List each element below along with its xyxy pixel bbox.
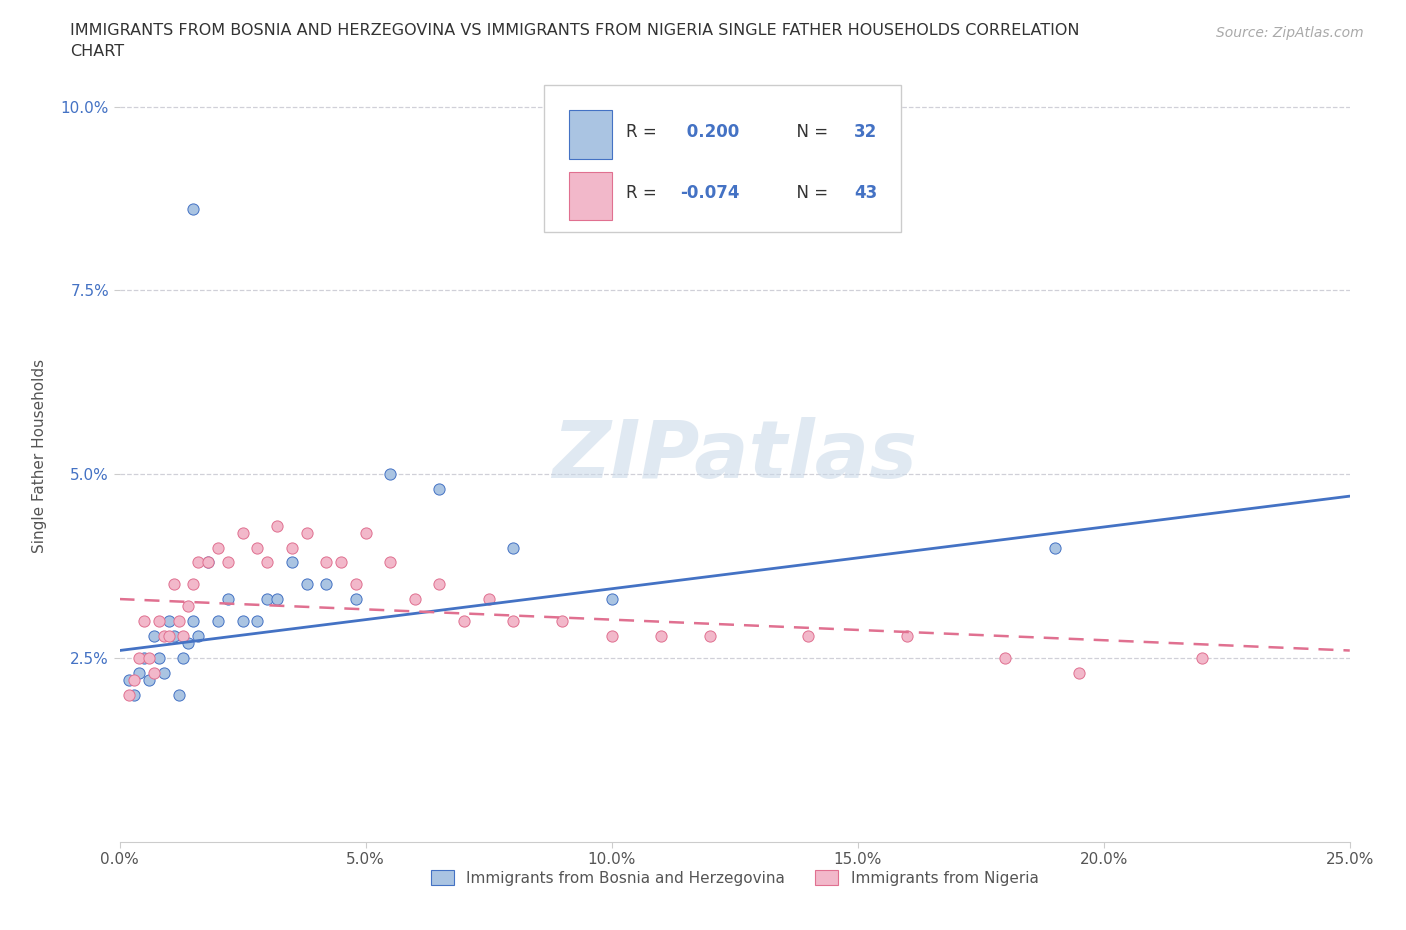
Point xyxy=(124,687,146,702)
Text: N =: N = xyxy=(786,184,834,202)
Point xyxy=(143,629,166,644)
Point xyxy=(266,591,288,606)
Point xyxy=(187,629,209,644)
Text: N =: N = xyxy=(786,123,834,140)
Point xyxy=(246,614,269,629)
Text: -0.074: -0.074 xyxy=(681,184,740,202)
Point xyxy=(315,577,337,591)
Point xyxy=(124,672,146,687)
Point xyxy=(994,650,1017,665)
Point xyxy=(380,467,402,482)
Text: 32: 32 xyxy=(853,123,877,140)
Point xyxy=(148,614,170,629)
Text: IMMIGRANTS FROM BOSNIA AND HERZEGOVINA VS IMMIGRANTS FROM NIGERIA SINGLE FATHER : IMMIGRANTS FROM BOSNIA AND HERZEGOVINA V… xyxy=(70,23,1080,38)
Text: R =: R = xyxy=(627,123,662,140)
Point xyxy=(427,482,450,497)
Point xyxy=(896,629,918,644)
Point xyxy=(551,614,574,629)
Point xyxy=(404,591,426,606)
Point xyxy=(207,540,229,555)
Point xyxy=(231,525,254,540)
Point xyxy=(132,614,156,629)
Point xyxy=(118,687,141,702)
Y-axis label: Single Father Households: Single Father Households xyxy=(32,359,46,552)
Point xyxy=(207,614,229,629)
Point xyxy=(172,650,194,665)
Point xyxy=(502,540,524,555)
Point xyxy=(281,540,304,555)
Point xyxy=(138,650,160,665)
Point xyxy=(167,614,190,629)
Point xyxy=(183,614,205,629)
Point xyxy=(231,614,254,629)
Point xyxy=(344,577,367,591)
Point xyxy=(295,577,318,591)
Point xyxy=(797,629,820,644)
Point xyxy=(118,672,141,687)
Point xyxy=(153,629,174,644)
Text: Source: ZipAtlas.com: Source: ZipAtlas.com xyxy=(1216,26,1364,40)
Point xyxy=(167,687,190,702)
Point xyxy=(600,591,623,606)
Point xyxy=(256,591,278,606)
Point xyxy=(163,577,186,591)
Legend: Immigrants from Bosnia and Herzegovina, Immigrants from Nigeria: Immigrants from Bosnia and Herzegovina, … xyxy=(425,864,1045,892)
Point xyxy=(427,577,450,591)
Point xyxy=(157,614,180,629)
Point xyxy=(699,629,721,644)
Point xyxy=(197,555,219,570)
Point xyxy=(344,591,367,606)
Point xyxy=(380,555,402,570)
Point xyxy=(650,629,672,644)
Text: 43: 43 xyxy=(853,184,877,202)
Text: CHART: CHART xyxy=(70,44,124,59)
Point xyxy=(183,577,205,591)
Point xyxy=(163,629,186,644)
Point xyxy=(172,629,194,644)
Point xyxy=(1191,650,1213,665)
Point xyxy=(1043,540,1066,555)
Point xyxy=(354,525,377,540)
Point xyxy=(138,672,160,687)
Point xyxy=(477,591,501,606)
Point xyxy=(128,665,150,680)
Text: R =: R = xyxy=(627,184,662,202)
Point xyxy=(153,665,174,680)
FancyBboxPatch shape xyxy=(568,172,612,220)
FancyBboxPatch shape xyxy=(568,110,612,158)
Point xyxy=(246,540,269,555)
Point xyxy=(1069,665,1091,680)
Point xyxy=(217,555,239,570)
Point xyxy=(295,525,318,540)
Point xyxy=(281,555,304,570)
Point xyxy=(187,555,209,570)
Text: 0.200: 0.200 xyxy=(681,123,738,140)
Text: ZIPatlas: ZIPatlas xyxy=(553,417,917,495)
Point xyxy=(256,555,278,570)
Point xyxy=(183,202,205,217)
Point xyxy=(329,555,352,570)
Point xyxy=(157,629,180,644)
Point xyxy=(315,555,337,570)
Point xyxy=(217,591,239,606)
Point xyxy=(148,650,170,665)
Point xyxy=(600,629,623,644)
Point xyxy=(128,650,150,665)
Point xyxy=(132,650,156,665)
Point xyxy=(502,614,524,629)
Point xyxy=(453,614,475,629)
FancyBboxPatch shape xyxy=(544,86,901,232)
Point xyxy=(177,636,200,651)
Point xyxy=(266,518,288,533)
Point xyxy=(197,555,219,570)
Point xyxy=(177,599,200,614)
Point xyxy=(143,665,166,680)
